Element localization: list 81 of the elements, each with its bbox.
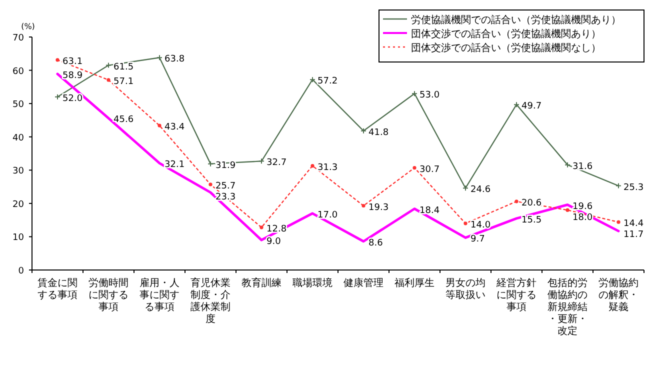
- legend-label: 団体交渉での話合い（労使協議機関なし）: [411, 42, 601, 54]
- point: [158, 124, 162, 128]
- legend-label: 労使協議機関での話合い（労使協議機関あり）: [411, 14, 621, 26]
- data-label: 43.4: [164, 122, 185, 133]
- data-label: 17.0: [318, 210, 338, 220]
- data-label: 11.7: [624, 230, 644, 240]
- point: [208, 160, 214, 167]
- data-label: 24.6: [470, 185, 491, 196]
- point: [412, 166, 416, 170]
- data-label: 63.8: [164, 54, 185, 65]
- x-tick-label: 経営方針に関する事項: [496, 277, 536, 313]
- point: [616, 220, 620, 224]
- x-tick-label: 雇用・人事に関する事項: [140, 277, 180, 313]
- data-label: 52.0: [62, 94, 83, 104]
- point: [566, 208, 570, 212]
- point: [362, 204, 366, 208]
- x-tick-label: 包括的労働協約の新規締結・更新・改定: [548, 277, 588, 337]
- data-label: 8.6: [368, 238, 384, 248]
- data-label: 19.6: [572, 202, 593, 212]
- point: [360, 128, 366, 134]
- data-label: 9.0: [266, 237, 282, 248]
- data-label: 45.6: [114, 115, 134, 126]
- data-label: 58.9: [62, 70, 83, 81]
- data-label: 63.1: [62, 56, 83, 67]
- x-tick-label: 男女の均等取扱い: [446, 277, 486, 301]
- x-tick-label: 職場環境: [292, 277, 332, 289]
- point: [514, 200, 518, 204]
- x-tick-label: 教育訓練: [242, 277, 282, 289]
- data-label: 9.7: [470, 234, 485, 245]
- x-tick-label: 労働時間に関する事項: [88, 277, 128, 313]
- data-label: 31.9: [216, 160, 236, 171]
- data-label: 32.7: [266, 158, 287, 168]
- point: [412, 90, 418, 97]
- data-label: 20.6: [522, 198, 542, 208]
- data-label: 19.3: [368, 202, 389, 213]
- data-label: 57.1: [114, 76, 134, 87]
- x-tick-label: 育児休業制度・介護休業制度: [190, 277, 230, 325]
- point: [258, 158, 264, 164]
- y-tick-label: 70: [12, 34, 24, 44]
- data-label: 23.3: [216, 192, 236, 202]
- data-label: 18.0: [572, 212, 593, 223]
- point: [462, 185, 468, 192]
- x-tick-label: 労働協約の解釈・疑義: [598, 277, 638, 313]
- x-tick-label: 賃金に関する事項: [38, 277, 78, 301]
- point: [464, 222, 468, 226]
- legend-label: 団体交渉での話合い（労使協議機関あり）: [411, 28, 601, 40]
- x-tick-label: 健康管理: [344, 277, 384, 289]
- y-tick-label: 60: [12, 66, 24, 77]
- data-label: 31.6: [572, 162, 593, 172]
- y-tick-label: 10: [12, 233, 24, 244]
- y-tick-label: 50: [12, 100, 24, 110]
- data-label: 30.7: [420, 164, 440, 175]
- point: [156, 54, 162, 61]
- y-tick-label: 30: [12, 166, 24, 177]
- point: [106, 78, 110, 82]
- data-label: 25.3: [624, 182, 644, 193]
- data-label: 32.1: [164, 160, 185, 170]
- y-tick-label: 20: [12, 200, 24, 210]
- point: [208, 182, 212, 186]
- data-label: 18.4: [420, 206, 440, 216]
- y-tick-label: 0: [18, 266, 24, 276]
- y-tick-label: 40: [12, 133, 24, 144]
- data-label: 53.0: [420, 90, 440, 101]
- point: [56, 58, 60, 62]
- point: [260, 226, 264, 230]
- point: [564, 162, 570, 168]
- data-label: 14.4: [624, 219, 644, 230]
- data-label: 41.8: [368, 128, 389, 138]
- data-label: 14.0: [470, 220, 491, 230]
- data-label: 31.3: [318, 162, 338, 173]
- point: [514, 102, 520, 108]
- x-tick-label: 福利厚生: [394, 277, 434, 289]
- data-label: 49.7: [522, 102, 542, 112]
- point: [310, 76, 316, 83]
- data-label: 61.5: [114, 62, 134, 72]
- point: [106, 62, 112, 68]
- y-axis-title: (%): [21, 22, 35, 31]
- point: [310, 164, 314, 168]
- data-label: 57.2: [318, 76, 338, 87]
- data-label: 25.7: [216, 181, 236, 192]
- data-label: 15.5: [522, 215, 542, 226]
